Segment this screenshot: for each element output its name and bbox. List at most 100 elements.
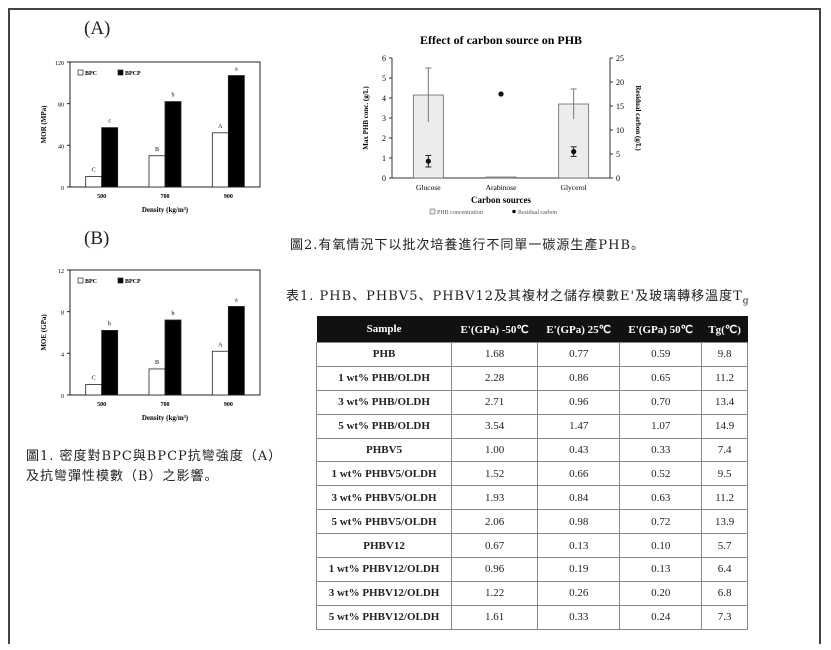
table-value-cell: 0.84 (537, 485, 621, 511)
moe-bar-bpc (85, 384, 103, 396)
sample-name-cell: PHB (315, 342, 453, 367)
table-row: PHBV5 1.00 0.43 0.33 7.4 (315, 437, 748, 463)
mor-bar-chart: 0 40 80 120 MOR (MPa) Cc 500 Bb 700 Aa 900 Density … (40, 61, 261, 214)
moe-xlabel: Density (kg/m³) (142, 414, 189, 422)
figure1-caption: 圖1. 密度對BPC與BPCP抗彎強度（A）及抗彎彈性模數（B）之影響。 (26, 449, 283, 484)
table-value-cell: 0.98 (537, 509, 621, 535)
table-header-row: Sample E'(GPa) -50℃ E'(GPa) 25℃ E'(GPa) 50℃… (316, 316, 748, 343)
table-value-cell: 0.65 (619, 365, 703, 391)
table-row: PHBV12 0.67 0.13 0.10 5.7 (315, 533, 748, 559)
table-value-cell: 13.4 (701, 389, 748, 415)
moe-significance-letter: b (172, 311, 175, 317)
table-value-cell: 0.63 (619, 485, 703, 511)
xtick-label: Glucose (416, 183, 441, 192)
legend-swatch-phb (429, 208, 436, 215)
moe-significance-letter: C (92, 376, 96, 382)
table-value-cell: 11.2 (701, 485, 748, 511)
table-value-cell: 1.07 (619, 413, 703, 439)
moe-ytick-label: 12 (58, 269, 64, 275)
table-value-cell: 0.96 (451, 557, 539, 582)
table-header-cell: Tg(℃) (701, 316, 748, 343)
table-row: 3 wt% PHBV5/OLDH 1.93 0.84 0.63 11.2 (315, 485, 748, 511)
table-value-cell: 13.9 (701, 509, 748, 535)
right-ytick-label: 25 (616, 54, 624, 63)
table-value-cell: 0.20 (619, 580, 703, 606)
sample-name-cell: 3 wt% PHB/OLDH (315, 389, 453, 415)
phb-bar (485, 176, 517, 179)
moe-significance-letter: A (218, 342, 223, 348)
moe-legend-swatch (117, 277, 124, 284)
mor-bar-bpc (85, 176, 103, 188)
legend-label-residual: Residual carbon (518, 210, 557, 216)
table-value-cell: 7.3 (701, 604, 748, 630)
table-value-cell: 0.86 (537, 365, 621, 391)
table-value-cell: 6.8 (701, 580, 748, 606)
table-row: 5 wt% PHB/OLDH 3.54 1.47 1.07 14.9 (315, 413, 748, 439)
sample-name-cell: 5 wt% PHB/OLDH (315, 413, 453, 439)
mor-xtick-label: 900 (224, 194, 233, 200)
sample-name-cell: 1 wt% PHBV12/OLDH (315, 557, 453, 582)
right-ytick-label: 20 (616, 78, 624, 87)
mor-bar-bpc (148, 155, 166, 188)
moe-xtick-label: 500 (97, 402, 106, 408)
left-ytick-label: 5 (382, 74, 386, 83)
table-value-cell: 1.52 (451, 461, 539, 487)
moe-bar-bpcp (227, 306, 245, 396)
sample-name-cell: 1 wt% PHB/OLDH (315, 365, 453, 391)
mor-significance-letter: b (172, 93, 175, 99)
moe-significance-letter: B (155, 360, 159, 366)
moe-legend-swatch (77, 277, 84, 284)
mor-significance-letter: c (108, 119, 111, 125)
table-value-cell: 6.4 (701, 557, 748, 582)
panel-a-label: (A) (84, 18, 111, 39)
mor-significance-letter: A (218, 124, 223, 130)
moe-xtick-label: 700 (161, 402, 170, 408)
moe-bar-chart: 0 4 8 12 MOE (GPa) Cb 500 Bb 700 Aa 900 Density (kg… (40, 269, 261, 422)
chart-title: Effect of carbon source on PHB (420, 33, 582, 47)
left-ytick-label: 0 (382, 174, 386, 183)
xtick-label: Arabinose (486, 183, 517, 192)
table-row: 1 wt% PHB/OLDH 2.28 0.86 0.65 11.2 (315, 365, 748, 391)
right-ylabel: Residual carbon (g/L) (634, 85, 642, 151)
table-row: 3 wt% PHBV12/OLDH 1.22 0.26 0.20 6.8 (315, 580, 748, 606)
moe-ytick-label: 8 (61, 311, 64, 317)
sample-name-cell: 5 wt% PHBV5/OLDH (315, 509, 453, 535)
mor-ytick-label: 0 (61, 186, 64, 192)
table-row: 1 wt% PHBV12/OLDH 0.96 0.19 0.13 6.4 (315, 557, 748, 582)
figure2-caption: 圖2.有氧情況下以批次培養進行不同單一碳源生產PHB。 (290, 238, 646, 253)
mor-ytick-label: 40 (58, 144, 64, 150)
table-value-cell: 14.9 (701, 413, 748, 439)
table-value-cell: 0.24 (619, 604, 703, 630)
page-frame (8, 8, 821, 644)
left-ytick-label: 3 (382, 114, 386, 123)
mor-legend-label: BPCP (125, 71, 141, 77)
moe-ylabel: MOE (GPa) (40, 314, 48, 351)
mor-significance-letter: a (235, 67, 238, 73)
moe-significance-letter: a (235, 297, 238, 303)
sample-name-cell: 3 wt% PHBV5/OLDH (315, 485, 453, 511)
table1-title-main: 表1. PHB、PHBV5、PHBV12及其複材之儲存模數E'及玻璃轉移溫度T (286, 289, 743, 304)
mor-legend-label: BPC (85, 71, 97, 77)
table-value-cell: 2.71 (451, 389, 539, 415)
table-value-cell: 1.47 (537, 413, 621, 439)
sample-name-cell: 1 wt% PHBV5/OLDH (315, 461, 453, 487)
table-header-cell: E'(GPa) -50℃ (451, 316, 538, 343)
left-ytick-label: 4 (382, 94, 386, 103)
carbon-source-chart: Effect of carbon source on PHB 0 1 2 3 4 5 6 0 5 1… (362, 33, 642, 216)
moe-legend-label: BPC (85, 279, 97, 285)
right-ytick-label: 10 (616, 126, 624, 135)
left-ytick-label: 1 (382, 154, 386, 163)
table-value-cell: 0.33 (537, 604, 621, 630)
table-value-cell: 9.5 (701, 461, 748, 487)
moe-significance-letter: b (108, 321, 111, 327)
table-value-cell: 3.54 (451, 413, 539, 439)
table-value-cell: 2.06 (451, 509, 539, 535)
table-value-cell: 5.7 (701, 533, 748, 559)
right-ytick-label: 15 (616, 102, 624, 111)
table-value-cell: 1.22 (451, 580, 539, 606)
table-value-cell: 11.2 (701, 365, 748, 391)
sample-name-cell: 5 wt% PHBV12/OLDH (315, 604, 453, 630)
right-ytick-label: 5 (616, 150, 620, 159)
mor-bar-bpc (211, 132, 229, 188)
panel-b-label: (B) (84, 228, 110, 249)
